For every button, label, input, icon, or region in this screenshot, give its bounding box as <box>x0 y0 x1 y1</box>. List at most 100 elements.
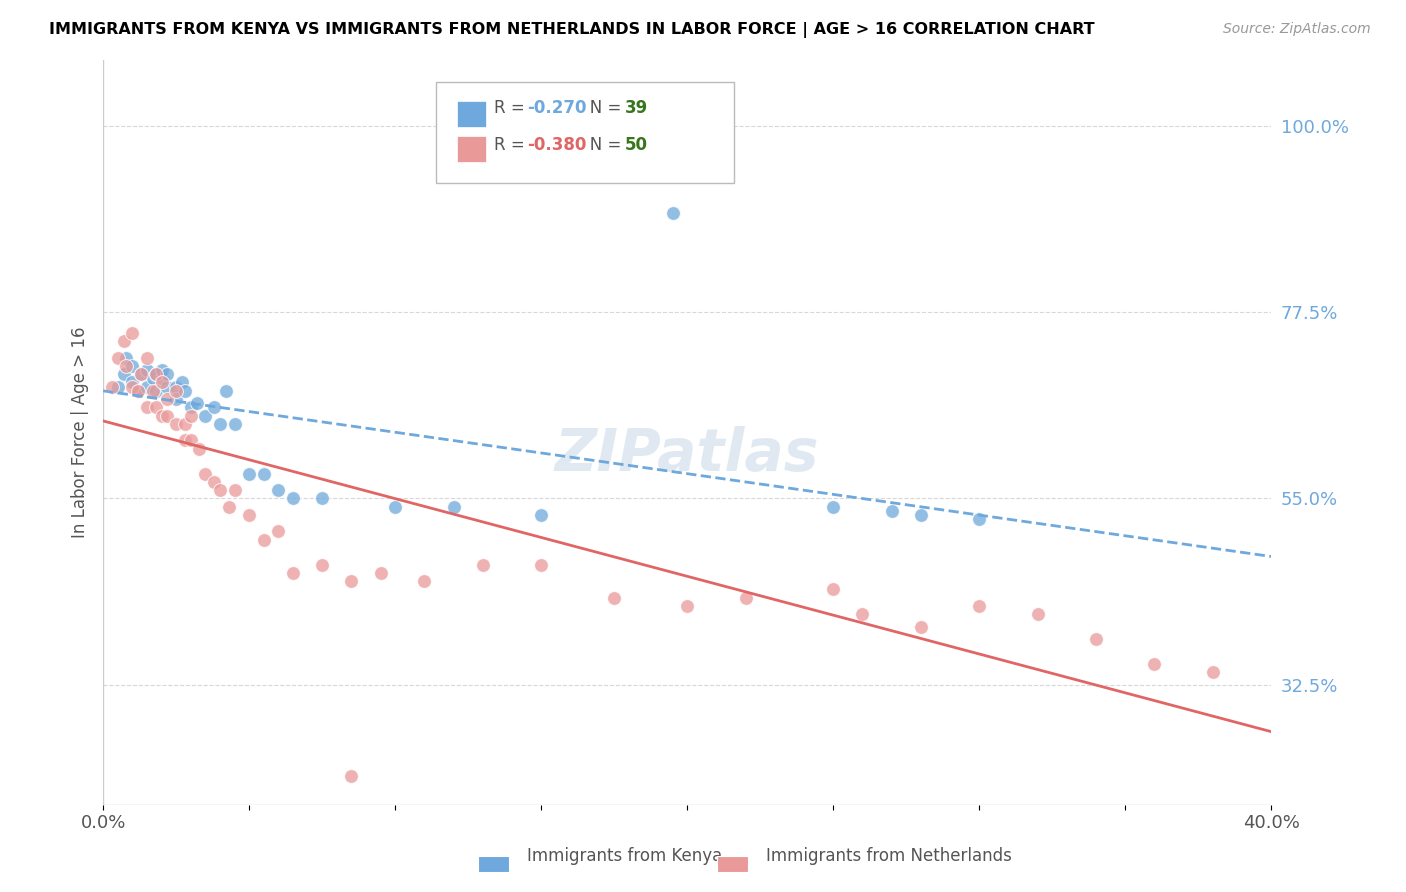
Text: R =: R = <box>495 99 530 117</box>
Text: -0.270: -0.270 <box>527 99 586 117</box>
Point <box>1202 665 1225 680</box>
Point <box>340 574 363 589</box>
Point <box>215 384 238 398</box>
Point <box>150 371 173 385</box>
Point <box>734 591 756 605</box>
Point <box>208 483 231 497</box>
Point <box>165 392 187 406</box>
Point <box>112 367 135 381</box>
Point <box>156 379 179 393</box>
Point <box>202 475 225 489</box>
Text: 39: 39 <box>626 99 648 117</box>
Point <box>180 401 202 415</box>
Text: Immigrants from Kenya: Immigrants from Kenya <box>527 847 723 865</box>
FancyBboxPatch shape <box>457 136 486 161</box>
Point <box>165 384 187 398</box>
Point <box>910 620 932 634</box>
Point <box>186 396 208 410</box>
Point <box>112 334 135 348</box>
Point <box>129 367 152 381</box>
Point <box>224 417 246 431</box>
Point <box>180 434 202 448</box>
Point <box>208 417 231 431</box>
Point <box>281 491 304 506</box>
Point <box>156 409 179 423</box>
Point <box>145 384 167 398</box>
Point <box>150 363 173 377</box>
Point <box>311 558 333 572</box>
Point <box>115 359 138 373</box>
Point <box>150 376 173 390</box>
Point <box>224 483 246 497</box>
Point <box>173 417 195 431</box>
Point <box>136 363 159 377</box>
Point <box>121 326 143 340</box>
Point <box>1026 607 1049 622</box>
Point <box>880 504 903 518</box>
Point <box>530 558 553 572</box>
Point <box>156 392 179 406</box>
Point <box>156 367 179 381</box>
Text: -0.380: -0.380 <box>527 136 586 154</box>
Point <box>136 351 159 365</box>
Text: Immigrants from Netherlands: Immigrants from Netherlands <box>766 847 1012 865</box>
Point <box>142 371 165 385</box>
Point <box>340 769 363 783</box>
Text: N =: N = <box>574 136 627 154</box>
Point <box>603 591 626 605</box>
Point <box>311 491 333 506</box>
Point <box>851 607 873 622</box>
Point <box>129 367 152 381</box>
Point <box>281 566 304 580</box>
Point <box>170 376 193 390</box>
Point <box>443 500 465 514</box>
Point <box>413 574 436 589</box>
Point <box>107 351 129 365</box>
Point <box>823 500 845 514</box>
Point <box>121 379 143 393</box>
Point <box>115 351 138 365</box>
Text: R =: R = <box>495 136 530 154</box>
Text: IMMIGRANTS FROM KENYA VS IMMIGRANTS FROM NETHERLANDS IN LABOR FORCE | AGE > 16 C: IMMIGRANTS FROM KENYA VS IMMIGRANTS FROM… <box>49 22 1095 38</box>
Point <box>127 384 149 398</box>
Point <box>910 508 932 522</box>
Point <box>142 384 165 398</box>
Point <box>253 467 276 481</box>
Point <box>150 409 173 423</box>
Text: 50: 50 <box>626 136 648 154</box>
Point <box>267 524 290 539</box>
FancyBboxPatch shape <box>457 101 486 127</box>
Point <box>1084 632 1107 646</box>
Point <box>145 367 167 381</box>
Point <box>145 401 167 415</box>
Text: N =: N = <box>574 99 627 117</box>
Point <box>967 512 990 526</box>
Point <box>530 508 553 522</box>
Point <box>823 582 845 597</box>
Point <box>370 566 392 580</box>
Point <box>180 409 202 423</box>
Point <box>188 442 211 456</box>
Point <box>661 206 683 220</box>
Point <box>194 467 217 481</box>
Point <box>194 409 217 423</box>
Point <box>101 379 124 393</box>
Point <box>121 359 143 373</box>
Point <box>165 417 187 431</box>
Y-axis label: In Labor Force | Age > 16: In Labor Force | Age > 16 <box>72 326 89 538</box>
Point <box>1143 657 1166 671</box>
Point <box>253 533 276 547</box>
Point <box>127 384 149 398</box>
Point <box>471 558 494 572</box>
Point <box>173 384 195 398</box>
Point <box>238 467 260 481</box>
Point <box>121 376 143 390</box>
Text: ZIPatlas: ZIPatlas <box>555 426 820 483</box>
Point <box>676 599 699 613</box>
Point <box>173 434 195 448</box>
Point <box>136 401 159 415</box>
Point <box>107 379 129 393</box>
Point <box>267 483 290 497</box>
Point <box>165 379 187 393</box>
Point <box>384 500 406 514</box>
